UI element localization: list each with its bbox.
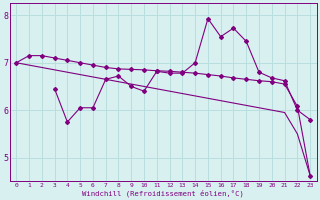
X-axis label: Windchill (Refroidissement éolien,°C): Windchill (Refroidissement éolien,°C): [82, 189, 244, 197]
